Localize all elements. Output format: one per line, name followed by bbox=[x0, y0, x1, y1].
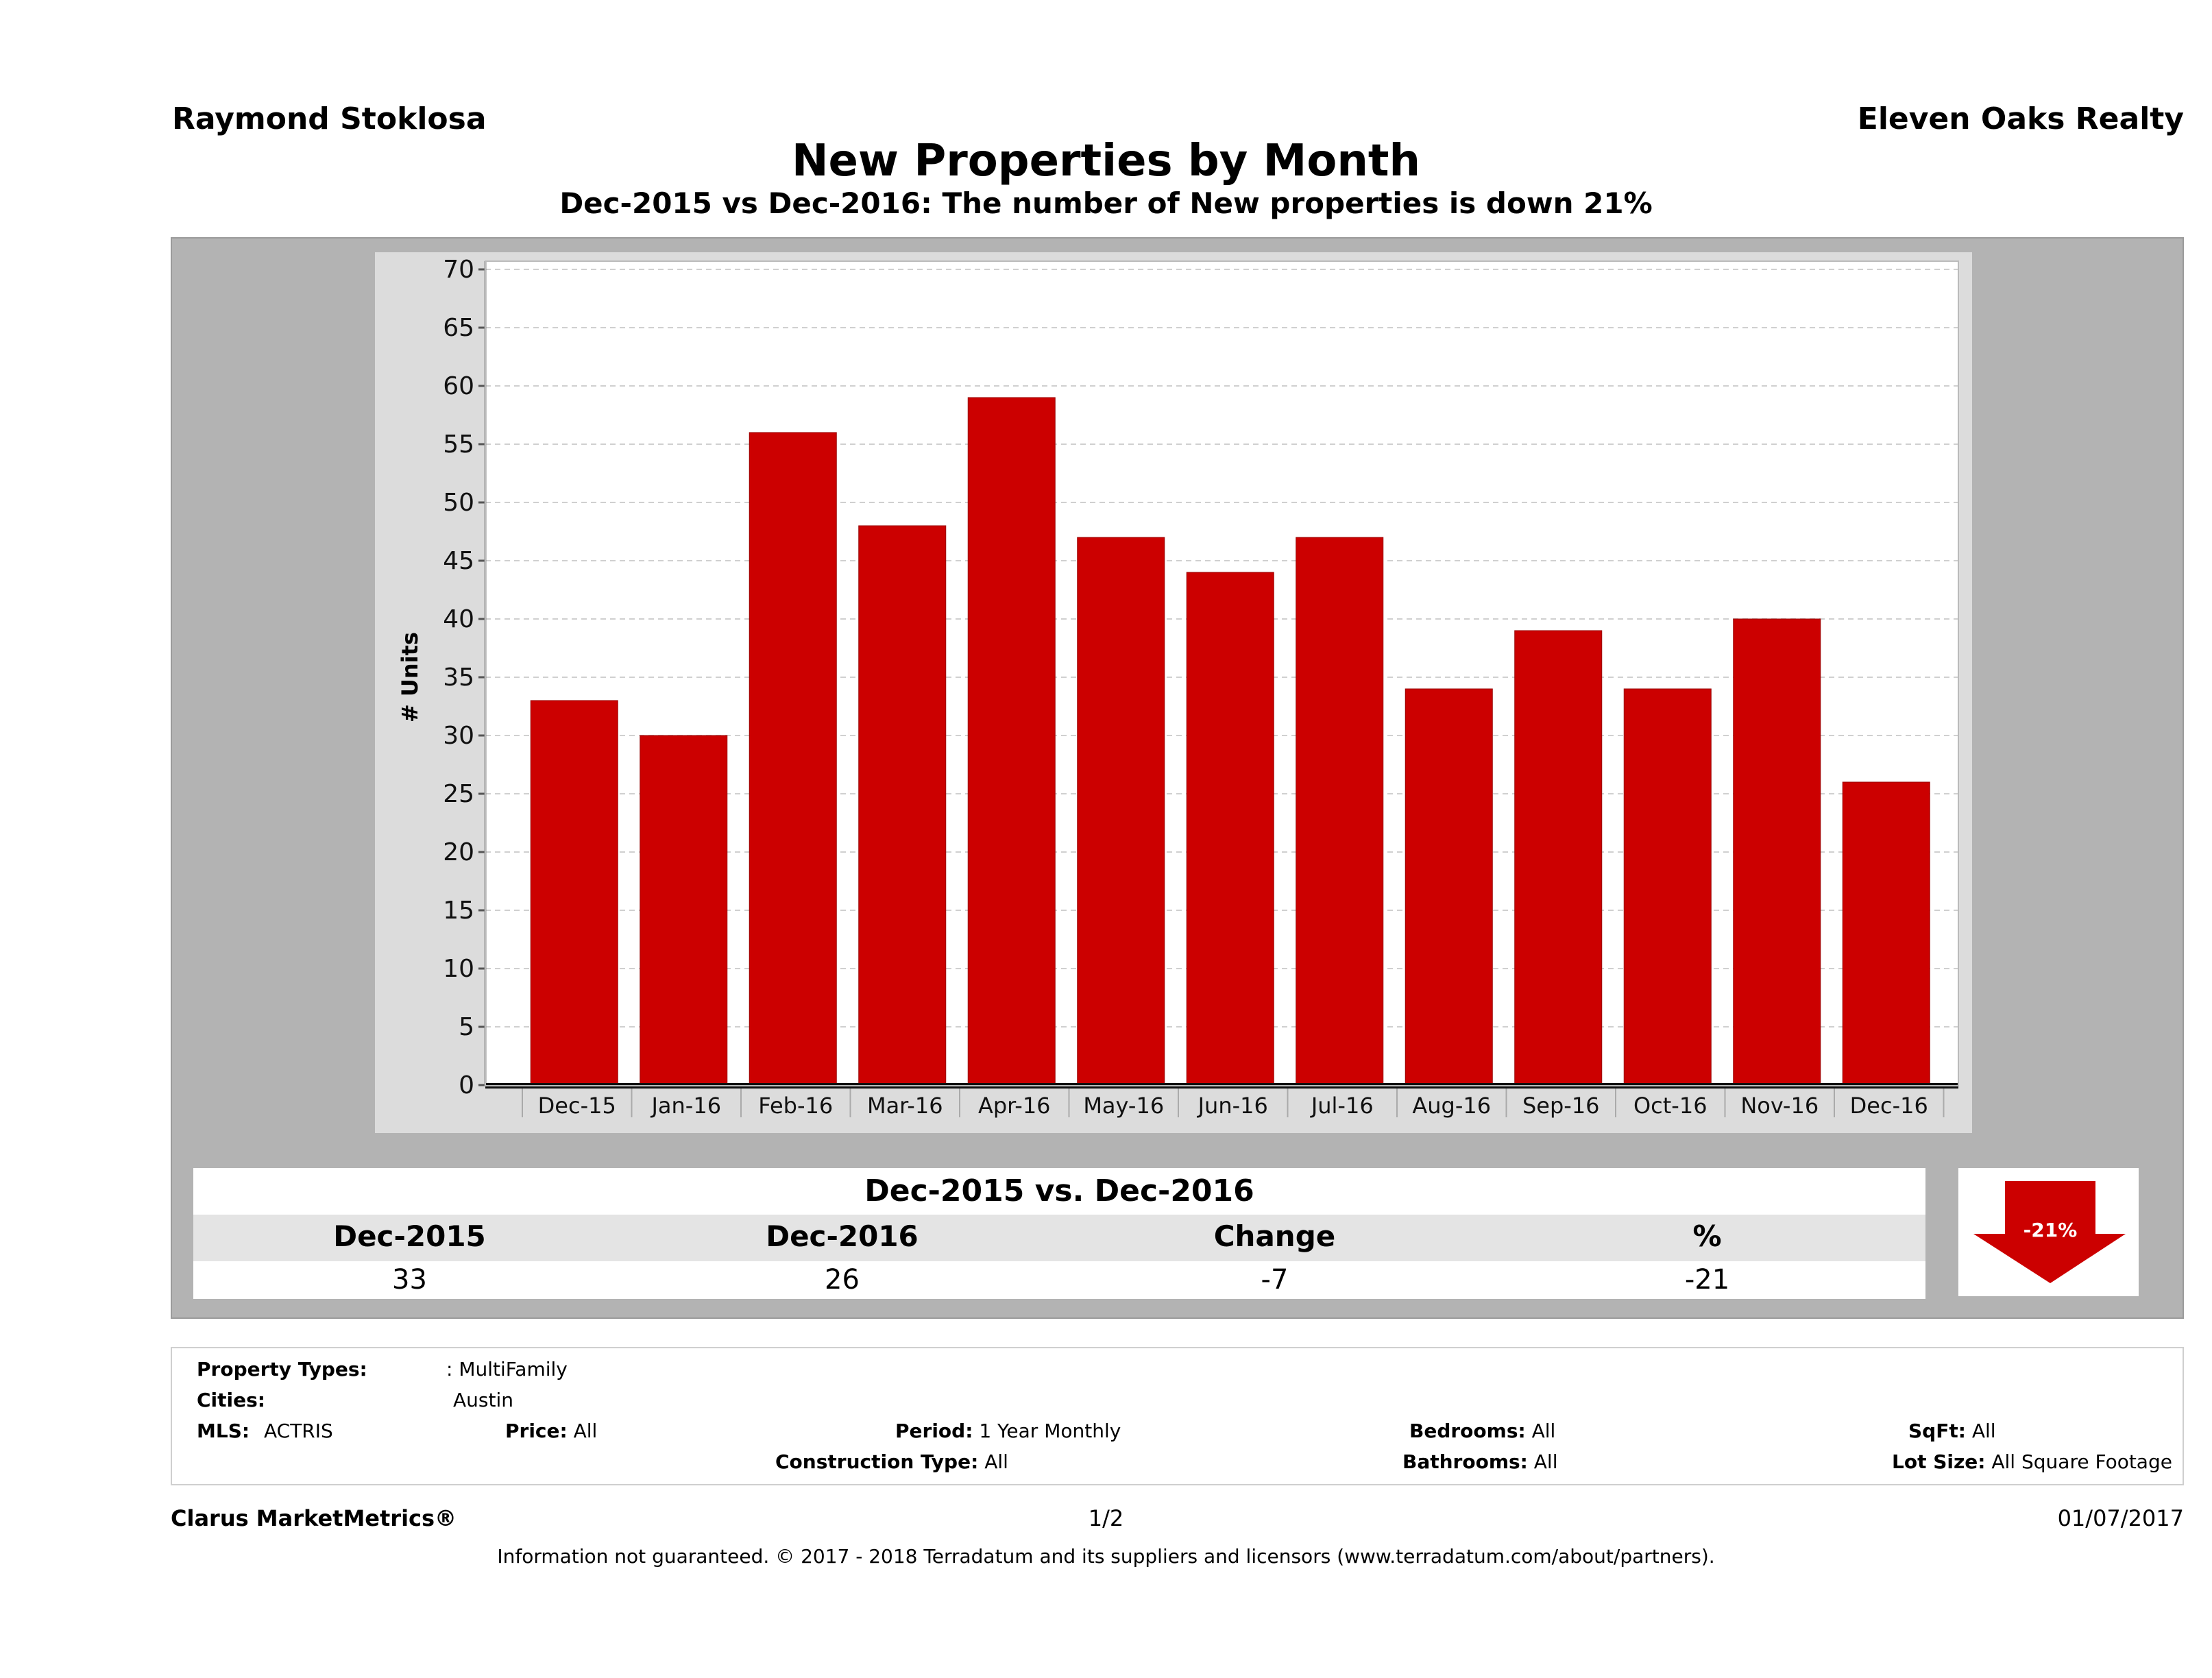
bedrooms-label: Bedrooms: bbox=[1409, 1420, 1526, 1442]
x-tick-label: Apr-16 bbox=[978, 1093, 1051, 1119]
comparison-table: Dec-2015 vs. Dec-2016 Dec-2015 Dec-2016 … bbox=[193, 1168, 1925, 1299]
x-tick-label: Jan-16 bbox=[650, 1093, 721, 1119]
bar-jun-16 bbox=[1186, 572, 1274, 1086]
bar-dec-16 bbox=[1842, 781, 1930, 1086]
y-tick-label: 15 bbox=[443, 897, 474, 925]
change-badge: -21% bbox=[1958, 1168, 2139, 1296]
y-tick-label: 0 bbox=[459, 1071, 474, 1099]
x-tick-label: Oct-16 bbox=[1633, 1093, 1707, 1119]
report-date: 01/07/2017 bbox=[2057, 1505, 2184, 1531]
property-types-label: Property Types: bbox=[197, 1358, 367, 1381]
y-tick-label: 30 bbox=[443, 722, 474, 750]
y-tick-label: 35 bbox=[443, 664, 474, 692]
y-tick-label: 50 bbox=[443, 489, 474, 517]
bar-may-16 bbox=[1077, 537, 1165, 1086]
construction-label: Construction Type: bbox=[775, 1450, 979, 1473]
header-percent: % bbox=[1692, 1219, 1722, 1253]
comparison-title: Dec-2015 vs. Dec-2016 bbox=[193, 1168, 1925, 1215]
y-tick-label: 65 bbox=[443, 314, 474, 342]
bar-jan-16 bbox=[640, 735, 728, 1086]
bar-dec-15 bbox=[530, 700, 618, 1086]
x-tick-label: Jun-16 bbox=[1197, 1093, 1268, 1119]
x-tick-label: Mar-16 bbox=[867, 1093, 943, 1119]
y-tick-label: 10 bbox=[443, 955, 474, 983]
bar-oct-16 bbox=[1623, 688, 1712, 1086]
lot-size-value: All Square Footage bbox=[1991, 1450, 2172, 1473]
value-percent: -21 bbox=[1684, 1264, 1730, 1296]
x-tick-label: May-16 bbox=[1083, 1093, 1164, 1119]
bar-nov-16 bbox=[1733, 618, 1821, 1086]
sqft-value: All bbox=[1971, 1420, 1996, 1442]
x-tick-label: Dec-16 bbox=[1850, 1093, 1928, 1119]
y-tick-label: 55 bbox=[443, 430, 474, 459]
price-value: All bbox=[573, 1420, 598, 1442]
bar-chart: 0 5 10 15 20 25 30 35 40 45 50 55 60 65 70 Dec-15 Jan-1… bbox=[397, 256, 1959, 1119]
period-value: 1 Year Monthly bbox=[979, 1420, 1121, 1442]
down-arrow-icon: -21% bbox=[1973, 1181, 2126, 1283]
y-tick-label: 40 bbox=[443, 605, 474, 633]
cities-label: Cities: bbox=[197, 1389, 265, 1411]
bathrooms-label: Bathrooms: bbox=[1402, 1450, 1528, 1473]
plot-border bbox=[485, 260, 1959, 1086]
bar-apr-16 bbox=[967, 397, 1056, 1086]
y-tick-label: 60 bbox=[443, 372, 474, 400]
chart-subtitle: Dec-2015 vs Dec-2016: The number of New … bbox=[559, 186, 1653, 220]
comparison-value-row: 33 26 -7 -21 bbox=[193, 1261, 1925, 1299]
y-tick-label: 70 bbox=[443, 256, 474, 284]
price-label: Price: bbox=[505, 1420, 568, 1442]
agent-name: Raymond Stoklosa bbox=[172, 101, 487, 136]
mls-value: ACTRIS bbox=[263, 1420, 333, 1442]
header-dec-2015: Dec-2015 bbox=[333, 1219, 486, 1253]
page-number: 1/2 bbox=[1088, 1505, 1124, 1531]
x-tick-label: Aug-16 bbox=[1412, 1093, 1491, 1119]
footer-brand: Clarus MarketMetrics® bbox=[171, 1505, 457, 1531]
bar-mar-16 bbox=[858, 525, 947, 1086]
bar-sep-16 bbox=[1514, 630, 1603, 1086]
y-tick-label: 45 bbox=[443, 547, 474, 575]
y-tick-label: 20 bbox=[443, 838, 474, 866]
value-dec-2016: 26 bbox=[825, 1264, 860, 1296]
property-types-value: : MultiFamily bbox=[446, 1358, 568, 1381]
y-axis-label: # Units bbox=[397, 632, 423, 722]
bar-aug-16 bbox=[1405, 688, 1493, 1086]
bedrooms-value: All bbox=[1531, 1420, 1556, 1442]
x-tick-label: Dec-15 bbox=[538, 1093, 616, 1119]
chart-title: New Properties by Month bbox=[791, 136, 1421, 186]
brokerage-name: Eleven Oaks Realty bbox=[1857, 101, 2184, 136]
sqft-label: SqFt: bbox=[1908, 1420, 1966, 1442]
y-tick-label: 5 bbox=[459, 1013, 474, 1041]
bar-feb-16 bbox=[749, 432, 837, 1086]
lot-size-label: Lot Size: bbox=[1892, 1450, 1986, 1473]
header-change: Change bbox=[1213, 1219, 1336, 1253]
x-tick-label: Jul-16 bbox=[1310, 1093, 1374, 1119]
filter-criteria: Property Types: : MultiFamily Cities: Au… bbox=[171, 1347, 2184, 1485]
x-tick-label: Sep-16 bbox=[1522, 1093, 1600, 1119]
x-tick-label: Nov-16 bbox=[1740, 1093, 1819, 1119]
comparison-header-row: Dec-2015 Dec-2016 Change % bbox=[193, 1215, 1925, 1258]
mls-label: MLS: bbox=[197, 1420, 250, 1442]
bathrooms-value: All bbox=[1533, 1450, 1558, 1473]
bar-jul-16 bbox=[1296, 537, 1384, 1086]
construction-value: All bbox=[984, 1450, 1008, 1473]
disclaimer: Information not guaranteed. © 2017 - 201… bbox=[497, 1545, 1715, 1568]
header-dec-2016: Dec-2016 bbox=[766, 1219, 919, 1253]
y-tick-label: 25 bbox=[443, 780, 474, 808]
bars bbox=[530, 397, 1930, 1086]
cities-value: Austin bbox=[453, 1389, 513, 1411]
badge-percent: -21% bbox=[2023, 1219, 2078, 1241]
x-tick-label: Feb-16 bbox=[758, 1093, 833, 1119]
value-change: -7 bbox=[1261, 1264, 1289, 1296]
value-dec-2015: 33 bbox=[392, 1264, 427, 1296]
x-axis-ticks: Dec-15 Jan-16 Feb-16 Mar-16 Apr-16 May-16 Jun-… bbox=[522, 1089, 1945, 1119]
period-label: Period: bbox=[895, 1420, 973, 1442]
y-axis-ticks: 0 5 10 15 20 25 30 35 40 45 50 55 60 65 70 bbox=[443, 256, 485, 1099]
